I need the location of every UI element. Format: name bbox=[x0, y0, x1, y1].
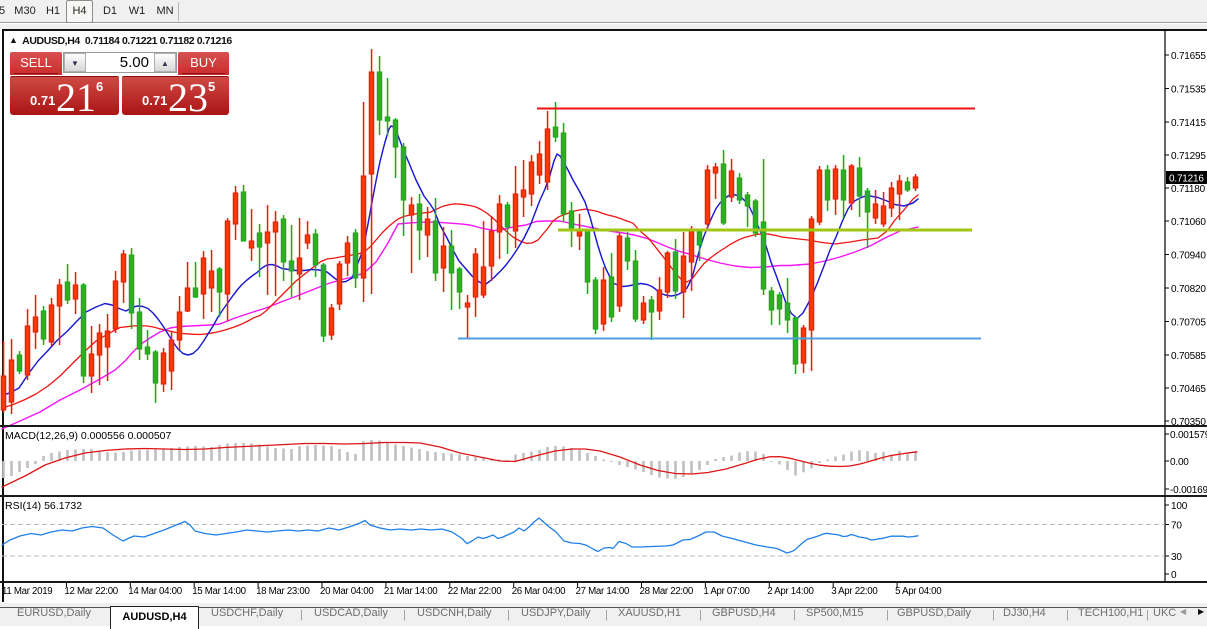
svg-text:5 Apr 04:00: 5 Apr 04:00 bbox=[895, 586, 942, 597]
svg-text:30: 30 bbox=[1171, 552, 1182, 563]
svg-text:0.00: 0.00 bbox=[1170, 457, 1189, 468]
svg-text:15 Mar 14:00: 15 Mar 14:00 bbox=[192, 586, 246, 597]
svg-text:21 Mar 14:00: 21 Mar 14:00 bbox=[384, 586, 438, 597]
svg-text:3 Apr 22:00: 3 Apr 22:00 bbox=[831, 586, 878, 597]
svg-text:RSI(14) 56.1732: RSI(14) 56.1732 bbox=[5, 500, 82, 512]
svg-text:100: 100 bbox=[1171, 501, 1188, 512]
svg-text:28 Mar 22:00: 28 Mar 22:00 bbox=[640, 586, 694, 597]
svg-text:0.70350: 0.70350 bbox=[1171, 417, 1206, 428]
svg-text:12 Mar 22:00: 12 Mar 22:00 bbox=[64, 586, 118, 597]
svg-text:0.71060: 0.71060 bbox=[1171, 217, 1206, 228]
svg-text:26 Mar 04:00: 26 Mar 04:00 bbox=[512, 586, 566, 597]
svg-text:1 Apr 07:00: 1 Apr 07:00 bbox=[703, 586, 750, 597]
svg-text:22 Mar 22:00: 22 Mar 22:00 bbox=[448, 586, 502, 597]
svg-text:0.71216: 0.71216 bbox=[1169, 174, 1204, 185]
svg-text:0.70705: 0.70705 bbox=[1171, 317, 1206, 328]
svg-text:0.70465: 0.70465 bbox=[1171, 384, 1206, 395]
svg-text:0: 0 bbox=[1171, 570, 1177, 581]
svg-text:11 Mar 2019: 11 Mar 2019 bbox=[2, 586, 52, 597]
svg-text:MACD(12,26,9) 0.000556 0.00050: MACD(12,26,9) 0.000556 0.000507 bbox=[5, 430, 172, 442]
svg-text:0.71295: 0.71295 bbox=[1171, 151, 1206, 162]
svg-text:-0.001692: -0.001692 bbox=[1170, 485, 1207, 496]
svg-text:18 Mar 23:00: 18 Mar 23:00 bbox=[256, 586, 310, 597]
svg-text:0.70585: 0.70585 bbox=[1171, 351, 1206, 362]
svg-text:0.71535: 0.71535 bbox=[1171, 84, 1206, 95]
svg-text:27 Mar 14:00: 27 Mar 14:00 bbox=[576, 586, 630, 597]
svg-text:0.70940: 0.70940 bbox=[1171, 250, 1206, 261]
svg-text:0.001579: 0.001579 bbox=[1170, 430, 1207, 441]
svg-text:14 Mar 04:00: 14 Mar 04:00 bbox=[128, 586, 182, 597]
svg-text:0.71415: 0.71415 bbox=[1171, 118, 1206, 129]
svg-text:70: 70 bbox=[1171, 520, 1182, 531]
svg-text:0.71180: 0.71180 bbox=[1171, 184, 1206, 195]
svg-text:0.71655: 0.71655 bbox=[1171, 51, 1206, 62]
svg-text:20 Mar 04:00: 20 Mar 04:00 bbox=[320, 586, 374, 597]
svg-text:0.70820: 0.70820 bbox=[1171, 284, 1206, 295]
svg-text:2 Apr 14:00: 2 Apr 14:00 bbox=[767, 586, 814, 597]
